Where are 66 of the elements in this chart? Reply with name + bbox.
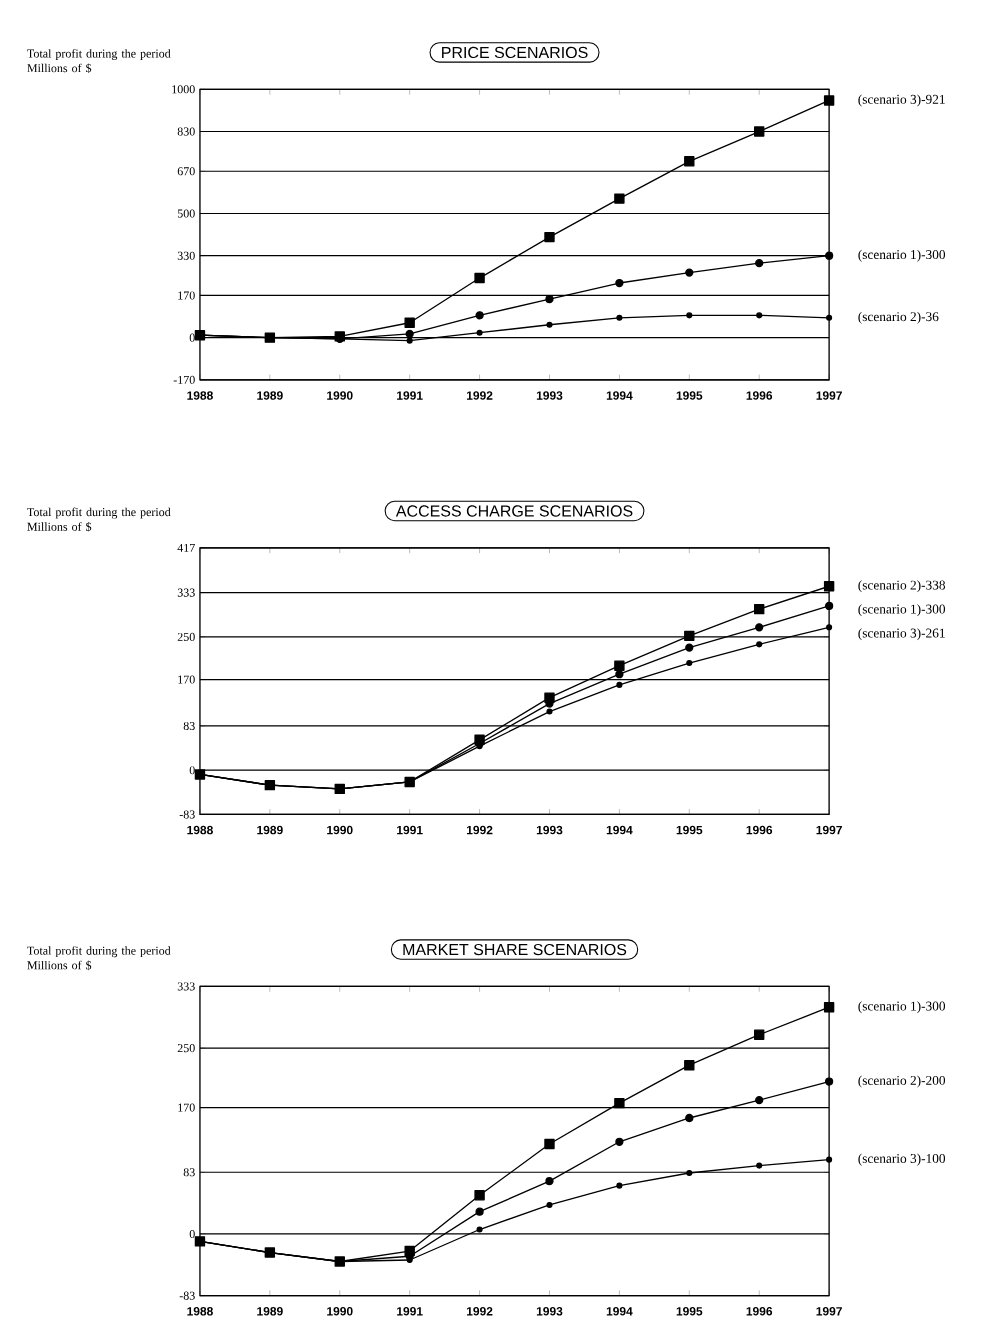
text: (scenario 2)-338: [858, 580, 946, 593]
x-tick-label: 1988: [187, 1307, 214, 1316]
x-tick-label: 1988: [187, 825, 214, 835]
y-tick-label: 170: [178, 675, 195, 684]
x-tick-label: 1989: [257, 825, 283, 835]
x-tick-label: 1995: [676, 1307, 703, 1316]
y-tick-label: 333: [177, 588, 195, 597]
y-tick-label: 0: [189, 766, 195, 775]
x-tick-label: 1994: [606, 391, 633, 400]
x-tick-label: 1994: [606, 1307, 633, 1316]
text: (scenario 1)-300: [858, 1001, 946, 1014]
chart-title: PRICE SCENARIOS: [442, 46, 588, 59]
chart-title: MARKET SHARE SCENARIOS: [403, 943, 627, 956]
y-tick-label: 0: [189, 333, 195, 342]
x-tick-label: 1993: [537, 825, 563, 835]
y-tick-label: 83: [183, 1168, 195, 1177]
y-tick-label: -83: [179, 1291, 195, 1300]
text: (scenario 1)-300: [858, 249, 946, 262]
y-axis-title: Total profit during the period Millions of $: [27, 507, 171, 532]
x-tick-label: 1992: [467, 391, 493, 400]
x-tick-label: 1994: [606, 825, 633, 835]
x-tick-label: 1996: [746, 1307, 773, 1316]
x-tick-label: 1992: [467, 1307, 493, 1316]
x-tick-label: 1997: [816, 825, 843, 835]
y-tick-label: 500: [178, 209, 195, 218]
x-tick-label: 1993: [537, 391, 563, 400]
x-tick-label: 1989: [257, 391, 283, 400]
y-tick-label: 170: [178, 291, 195, 300]
y-tick-label: -83: [179, 810, 195, 819]
y-tick-label: 330: [177, 251, 195, 260]
y-tick-label: 830: [177, 127, 195, 136]
x-tick-label: 1996: [746, 825, 773, 835]
text: (scenario 2)-36: [858, 311, 939, 324]
y-tick-label: 670: [177, 167, 195, 176]
y-tick-label: 170: [178, 1103, 195, 1112]
y-tick-label: 83: [183, 721, 195, 730]
x-tick-label: 1992: [467, 825, 493, 835]
y-axis-title: Total profit during the period Millions of $: [27, 946, 171, 971]
x-tick-label: 1989: [257, 1307, 283, 1316]
text: (scenario 3)-100: [858, 1153, 946, 1166]
x-tick-label: 1990: [327, 391, 353, 400]
y-tick-label: 0: [189, 1229, 195, 1239]
text: (scenario 3)-261: [858, 628, 945, 641]
text: (scenario 3)-921: [858, 94, 945, 107]
x-tick-label: 1991: [397, 391, 423, 400]
y-tick-label: 250: [177, 632, 195, 641]
y-tick-label: -170: [173, 375, 195, 384]
y-tick-label: 333: [177, 982, 195, 991]
x-tick-label: 1997: [816, 391, 843, 400]
x-tick-label: 1990: [327, 1307, 353, 1316]
y-tick-label: 250: [177, 1044, 195, 1053]
x-tick-label: 1990: [327, 825, 353, 835]
text: (scenario 1)-300: [858, 604, 946, 617]
y-tick-label: 417: [177, 543, 196, 552]
x-tick-label: 1993: [537, 1307, 563, 1316]
x-tick-label: 1991: [397, 825, 423, 835]
text: (scenario 2)-200: [858, 1075, 946, 1088]
x-tick-label: 1991: [397, 1307, 423, 1316]
y-axis-title: Total profit during the period Millions of $: [27, 49, 171, 74]
y-tick-label: 1000: [172, 85, 195, 94]
x-tick-label: 1995: [676, 391, 703, 400]
x-tick-label: 1995: [676, 825, 703, 835]
x-tick-label: 1997: [816, 1307, 843, 1316]
x-tick-label: 1988: [187, 391, 214, 400]
chart-title: ACCESS CHARGE SCENARIOS: [396, 505, 633, 517]
x-tick-label: 1996: [746, 391, 773, 400]
